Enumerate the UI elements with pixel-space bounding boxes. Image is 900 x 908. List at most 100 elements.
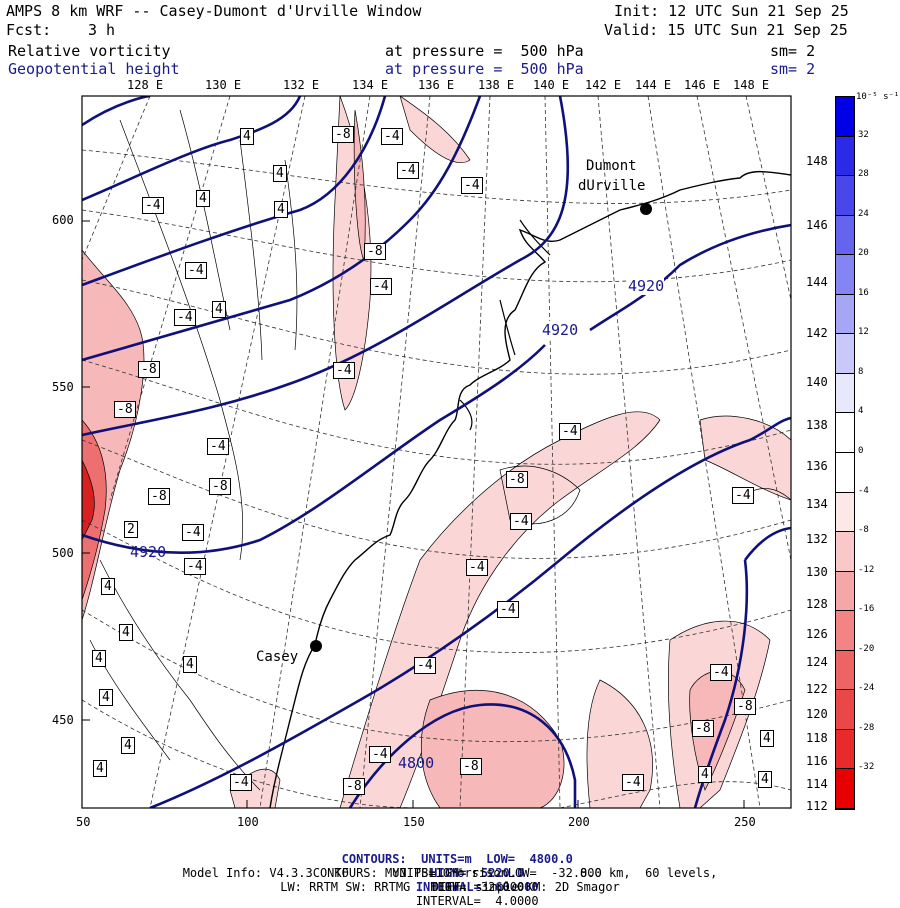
- lon-label: 134 E: [352, 78, 389, 92]
- map-title: AMPS 8 km WRF -- Casey-Dumont d'Urville …: [6, 2, 422, 20]
- colorbar-label: 8: [858, 366, 864, 377]
- colorbar-swatch: [836, 97, 854, 137]
- field2-level: at pressure = 500 hPa: [385, 60, 584, 78]
- colorbar-label: 0: [858, 446, 864, 456]
- x-tick-label: 250: [734, 815, 756, 829]
- lat-label: 122 E: [806, 682, 843, 696]
- lat-label: 136 E: [806, 459, 843, 473]
- lat-label: 118 E: [806, 731, 843, 745]
- colorbar-swatch: [836, 532, 854, 572]
- lat-label: 116 E: [806, 754, 843, 768]
- colorbar-swatch: [836, 176, 854, 216]
- height-contours: [82, 96, 791, 808]
- vorticity-label: 4: [758, 771, 772, 788]
- vorticity-label: -4: [510, 513, 532, 530]
- vorticity-label: -4: [184, 558, 206, 575]
- field1-smoothing: sm= 2: [770, 42, 816, 60]
- colorbar-label: 4: [858, 406, 864, 417]
- vorticity-label: -8: [138, 361, 160, 378]
- colorbar-label: -28: [858, 722, 875, 733]
- lon-label: 146 E: [684, 78, 721, 92]
- vorticity-label: 4: [183, 656, 197, 673]
- colorbar-swatch: [836, 769, 854, 809]
- vorticity-label: -4: [230, 774, 252, 791]
- vorticity-label: -4: [461, 177, 483, 194]
- lat-label: 112 E: [806, 799, 843, 813]
- colorbar-swatch: [836, 255, 854, 295]
- vorticity-label: -4: [622, 774, 644, 791]
- x-tick-label: 200: [568, 815, 590, 829]
- vorticity-label: -4: [732, 487, 754, 504]
- vorticity-label: 4: [273, 165, 287, 182]
- y-tick-label: 500: [52, 546, 74, 560]
- vorticity-label: 4: [240, 128, 254, 145]
- valid-time: Valid: 15 UTC Sun 21 Sep 25: [604, 21, 848, 39]
- vorticity-label: -4: [174, 309, 196, 326]
- vorticity-label: -4: [414, 657, 436, 674]
- vorticity-label: 4: [196, 190, 210, 207]
- colorbar-swatch: [836, 215, 854, 256]
- x-tick-label: 150: [403, 815, 425, 829]
- colorbar-swatch: [836, 650, 854, 691]
- vorticity-label: -4: [381, 128, 403, 145]
- footer-vort-interval: INTERVAL= 4.0000: [415, 894, 539, 908]
- vorticity-label: -4: [710, 664, 732, 681]
- map-frame: [81, 95, 792, 809]
- footer-height-range: CONTOURS: UNITS=m LOW= 4800.0: [341, 852, 573, 866]
- colorbar-swatch: [836, 453, 854, 493]
- lat-label: 146 E: [806, 218, 843, 232]
- lon-label: 130 E: [205, 78, 242, 92]
- station-casey-marker[interactable]: [310, 640, 322, 652]
- lon-label: 132 E: [283, 78, 320, 92]
- vorticity-contours: [89, 109, 791, 791]
- colorbar-swatch: [836, 136, 854, 177]
- lat-label: 128 E: [806, 597, 843, 611]
- vorticity-label: -4: [185, 262, 207, 279]
- vorticity-label: -4: [369, 746, 391, 763]
- lat-label: 144 E: [806, 275, 843, 289]
- y-tick-label: 450: [52, 713, 74, 727]
- colorbar-label: 16: [858, 287, 869, 298]
- station-dumont-label: Dumont: [586, 158, 637, 174]
- footer-vort-high: HIGH= 32.000: [430, 880, 525, 894]
- lat-label: 142 E: [806, 326, 843, 340]
- lat-label: 148 E: [806, 154, 843, 168]
- vorticity-label: 4: [92, 650, 106, 667]
- vorticity-label: 4: [698, 766, 712, 783]
- footer-height-interval: INTERVAL= 60.000: [415, 880, 539, 894]
- colorbar-label: 20: [858, 248, 869, 259]
- vorticity-label: -8: [209, 478, 231, 495]
- colorbar-label: -4: [858, 485, 869, 496]
- vorticity-label: -8: [343, 778, 365, 795]
- colorbar-unit: 10⁻⁵ s⁻¹: [856, 92, 900, 102]
- field2-name: Geopotential height: [8, 60, 180, 78]
- colorbar-label: 28: [858, 169, 869, 180]
- colorbar-label: 12: [858, 327, 869, 338]
- vorticity-label: 4: [274, 201, 288, 218]
- lon-label: 138 E: [478, 78, 515, 92]
- field1-level: at pressure = 500 hPa: [385, 42, 584, 60]
- colorbar-label: -20: [858, 643, 875, 654]
- footer-vort-range: CONTOURS: UNITS=10⁻⁵ s⁻¹ LOW= -32.000: [312, 866, 602, 880]
- lat-label: 140 E: [806, 375, 843, 389]
- field1-name: Relative vorticity: [8, 42, 171, 60]
- colorbar-label: -8: [858, 525, 869, 536]
- vorticity-label: 4: [93, 760, 107, 777]
- vorticity-label: -4: [497, 601, 519, 618]
- vorticity-label: -8: [114, 401, 136, 418]
- forecast-label: Fcst:: [6, 21, 52, 39]
- lon-label: 136 E: [418, 78, 455, 92]
- x-tick-label: 100: [237, 815, 259, 829]
- lon-label: 144 E: [635, 78, 672, 92]
- lat-label: 138 E: [806, 418, 843, 432]
- colorbar-swatch: [836, 413, 854, 453]
- station-dumont-durville-marker[interactable]: [640, 203, 652, 215]
- vorticity-label: -4: [207, 438, 229, 455]
- axis-ticks: [81, 220, 745, 808]
- y-tick-label: 550: [52, 380, 74, 394]
- vorticity-colorbar: [835, 96, 855, 810]
- vorticity-label: 4: [119, 624, 133, 641]
- colorbar-swatch: [836, 690, 854, 730]
- vorticity-label: -4: [142, 197, 164, 214]
